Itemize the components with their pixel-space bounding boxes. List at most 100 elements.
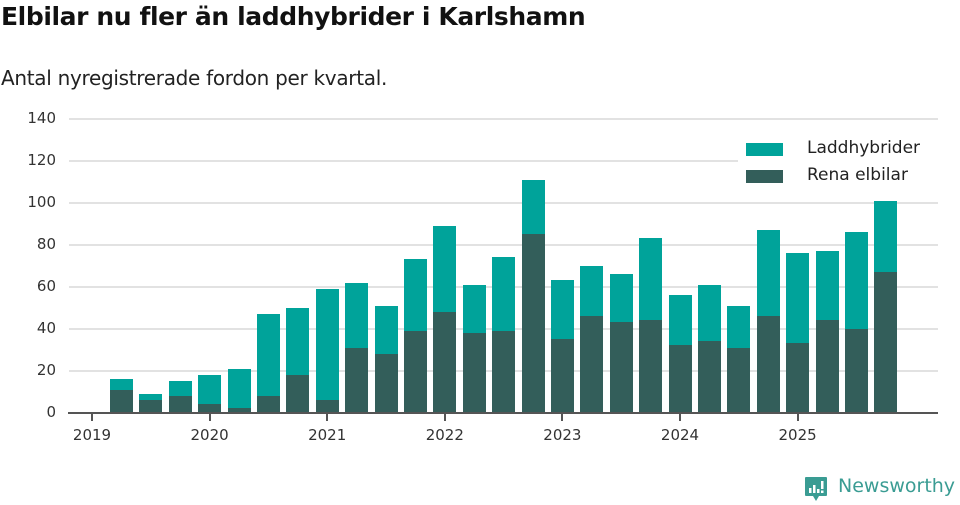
bar-segment-laddhybrider[interactable] <box>609 274 633 323</box>
bar-segment-rena-elbilar[interactable] <box>550 339 574 413</box>
bar-2023Q4[interactable] <box>639 238 663 413</box>
bar-segment-laddhybrider[interactable] <box>256 314 280 396</box>
bar-segment-laddhybrider[interactable] <box>580 265 604 317</box>
bar-segment-rena-elbilar[interactable] <box>521 234 545 413</box>
x-tick-label: 2021 <box>308 426 347 444</box>
bar-segment-laddhybrider[interactable] <box>521 179 545 235</box>
bar-segment-laddhybrider[interactable] <box>874 200 898 272</box>
x-tick <box>208 413 211 421</box>
bar-segment-laddhybrider[interactable] <box>550 280 574 340</box>
bar-segment-laddhybrider[interactable] <box>756 230 780 317</box>
bar-2024Q3[interactable] <box>727 305 751 413</box>
bar-2021Q3[interactable] <box>374 305 398 413</box>
bar-2021Q1[interactable] <box>315 288 339 413</box>
x-tick <box>561 413 564 421</box>
bar-segment-laddhybrider[interactable] <box>403 259 427 331</box>
bar-segment-rena-elbilar[interactable] <box>198 404 222 413</box>
bar-segment-rena-elbilar[interactable] <box>374 353 398 413</box>
bar-2019Q3[interactable] <box>139 393 163 413</box>
bar-segment-laddhybrider[interactable] <box>462 284 486 333</box>
gridline <box>69 117 938 120</box>
bar-segment-laddhybrider[interactable] <box>697 284 721 342</box>
bar-segment-rena-elbilar[interactable] <box>462 332 486 413</box>
bar-2022Q2[interactable] <box>462 284 486 413</box>
bar-segment-rena-elbilar[interactable] <box>492 330 516 413</box>
bar-segment-laddhybrider[interactable] <box>139 393 163 401</box>
bar-segment-laddhybrider[interactable] <box>374 305 398 354</box>
bar-2025Q4[interactable] <box>874 200 898 413</box>
bar-segment-laddhybrider[interactable] <box>345 282 369 348</box>
bar-2020Q1[interactable] <box>198 374 222 413</box>
bar-segment-rena-elbilar[interactable] <box>168 395 192 413</box>
x-tick-label: 2025 <box>778 426 817 444</box>
bar-2019Q2[interactable] <box>109 379 133 413</box>
bar-segment-laddhybrider[interactable] <box>433 225 457 312</box>
y-tick-label: 60 <box>36 276 56 295</box>
bar-segment-laddhybrider[interactable] <box>315 288 339 401</box>
y-tick-label: 0 <box>46 402 56 421</box>
bar-segment-rena-elbilar[interactable] <box>727 347 751 413</box>
bar-2025Q3[interactable] <box>844 232 868 413</box>
bar-segment-rena-elbilar[interactable] <box>580 316 604 413</box>
bar-segment-rena-elbilar[interactable] <box>345 347 369 413</box>
bar-segment-rena-elbilar[interactable] <box>697 341 721 413</box>
bar-2019Q4[interactable] <box>168 381 192 413</box>
bar-segment-rena-elbilar[interactable] <box>786 343 810 413</box>
bar-segment-laddhybrider[interactable] <box>727 305 751 348</box>
bar-segment-rena-elbilar[interactable] <box>815 320 839 413</box>
bar-segment-rena-elbilar[interactable] <box>433 311 457 413</box>
bar-segment-laddhybrider[interactable] <box>109 379 133 390</box>
bar-2020Q3[interactable] <box>256 314 280 413</box>
bar-segment-laddhybrider[interactable] <box>844 232 868 329</box>
bar-segment-rena-elbilar[interactable] <box>874 271 898 413</box>
chart-subtitle: Antal nyregistrerade fordon per kvartal. <box>1 66 388 90</box>
y-tick-label: 80 <box>36 234 56 253</box>
bar-segment-rena-elbilar[interactable] <box>256 395 280 413</box>
bar-segment-rena-elbilar[interactable] <box>403 330 427 413</box>
bar-2021Q2[interactable] <box>345 282 369 413</box>
bar-segment-laddhybrider[interactable] <box>492 257 516 331</box>
x-tick-label: 2022 <box>425 426 464 444</box>
bar-segment-laddhybrider[interactable] <box>668 295 692 346</box>
y-tick-label: 100 <box>27 192 56 211</box>
bar-2022Q4[interactable] <box>521 179 545 413</box>
bar-segment-rena-elbilar[interactable] <box>844 328 868 413</box>
bar-segment-rena-elbilar[interactable] <box>227 408 251 413</box>
bar-segment-rena-elbilar[interactable] <box>609 322 633 413</box>
bar-2023Q1[interactable] <box>550 280 574 413</box>
bar-segment-rena-elbilar[interactable] <box>668 345 692 413</box>
bar-segment-laddhybrider[interactable] <box>286 307 310 375</box>
bar-2022Q1[interactable] <box>433 225 457 413</box>
bar-2024Q2[interactable] <box>697 284 721 413</box>
bar-segment-laddhybrider[interactable] <box>198 374 222 405</box>
bar-segment-rena-elbilar[interactable] <box>109 389 133 413</box>
bar-2022Q3[interactable] <box>492 257 516 413</box>
legend-label: Laddhybrider <box>807 138 921 158</box>
bar-segment-laddhybrider[interactable] <box>639 238 663 321</box>
bar-segment-rena-elbilar[interactable] <box>639 320 663 413</box>
bar-segment-laddhybrider[interactable] <box>227 368 251 409</box>
bar-2021Q4[interactable] <box>403 259 427 413</box>
bar-2023Q3[interactable] <box>609 274 633 413</box>
bar-2025Q1[interactable] <box>786 253 810 413</box>
bar-segment-laddhybrider[interactable] <box>786 253 810 344</box>
bar-segment-laddhybrider[interactable] <box>168 381 192 396</box>
x-tick <box>796 413 799 421</box>
bar-2023Q2[interactable] <box>580 265 604 413</box>
bar-2020Q2[interactable] <box>227 368 251 413</box>
bar-segment-rena-elbilar[interactable] <box>756 316 780 413</box>
bar-2024Q4[interactable] <box>756 230 780 413</box>
x-tick <box>91 413 93 421</box>
bar-2020Q4[interactable] <box>286 307 310 413</box>
chart-legend: Laddhybrider Rena elbilar <box>738 132 938 190</box>
bar-segment-laddhybrider[interactable] <box>815 251 839 321</box>
bar-segment-rena-elbilar[interactable] <box>139 400 163 413</box>
bar-segment-rena-elbilar[interactable] <box>315 400 339 413</box>
bar-2024Q1[interactable] <box>668 295 692 413</box>
bar-segment-rena-elbilar[interactable] <box>286 374 310 413</box>
legend-swatch-rena-elbilar <box>746 170 783 183</box>
y-tick-label: 140 <box>27 108 56 127</box>
bar-2025Q2[interactable] <box>815 251 839 413</box>
gridline <box>69 243 938 246</box>
